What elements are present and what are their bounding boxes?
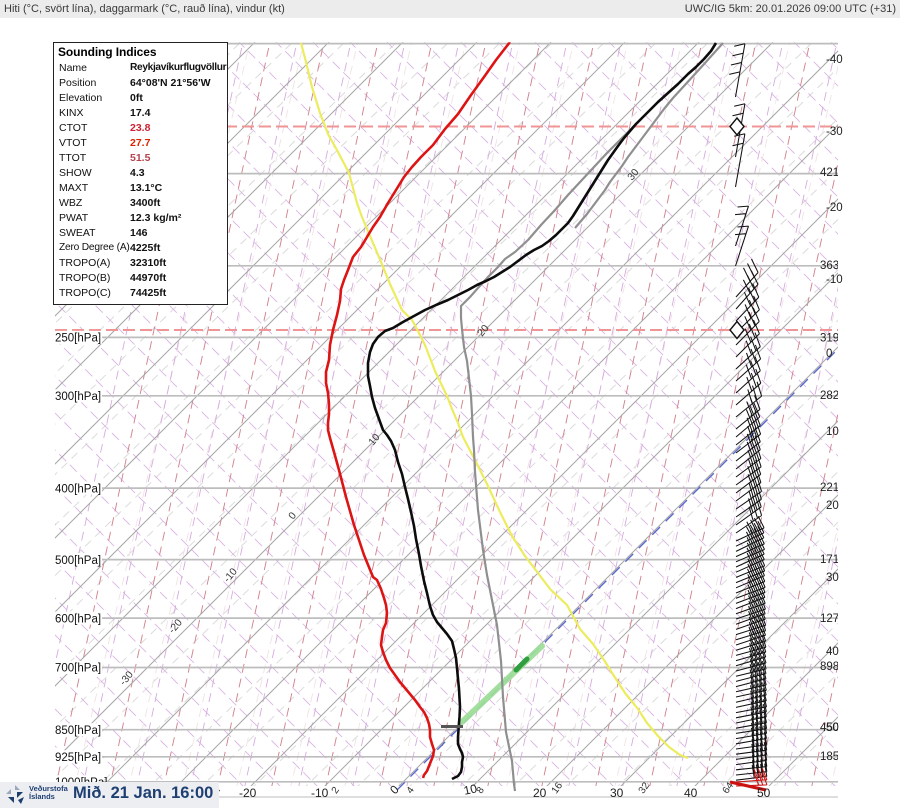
svg-text:20: 20 xyxy=(533,786,547,800)
svg-text:185: 185 xyxy=(820,751,839,763)
svg-text:2: 2 xyxy=(330,785,342,796)
svg-text:20: 20 xyxy=(826,500,839,512)
svg-text:3632: 3632 xyxy=(820,260,846,272)
svg-text:-30: -30 xyxy=(826,126,843,138)
svg-text:50: 50 xyxy=(757,786,771,800)
svg-text:300[hPa]: 300[hPa] xyxy=(55,391,101,403)
svg-text:0: 0 xyxy=(287,510,299,522)
svg-text:4: 4 xyxy=(405,785,417,796)
svg-text:4504: 4504 xyxy=(820,722,846,734)
svg-text:1277: 1277 xyxy=(820,613,846,625)
svg-text:2827: 2827 xyxy=(820,390,846,402)
svg-text:10: 10 xyxy=(826,426,839,438)
svg-text:925[hPa]: 925[hPa] xyxy=(55,752,101,764)
svg-text:30: 30 xyxy=(626,167,642,183)
svg-text:3196: 3196 xyxy=(820,333,846,345)
svg-text:10: 10 xyxy=(462,781,478,798)
svg-text:8: 8 xyxy=(475,785,487,796)
svg-text:40: 40 xyxy=(826,646,839,658)
svg-text:-10: -10 xyxy=(826,274,843,286)
svg-text:600[hPa]: 600[hPa] xyxy=(55,613,101,625)
svg-text:0: 0 xyxy=(826,348,832,360)
svg-text:-40: -40 xyxy=(826,54,843,66)
svg-text:400[hPa]: 400[hPa] xyxy=(55,483,101,495)
svg-text:1712: 1712 xyxy=(820,554,846,566)
svg-text:700[hPa]: 700[hPa] xyxy=(55,663,101,675)
svg-text:250[hPa]: 250[hPa] xyxy=(55,333,101,345)
svg-text:4216: 4216 xyxy=(820,167,846,179)
svg-text:500[hPa]: 500[hPa] xyxy=(55,555,101,567)
svg-text:30: 30 xyxy=(826,572,839,584)
svg-text:850[hPa]: 850[hPa] xyxy=(55,725,101,737)
svg-text:50: 50 xyxy=(826,722,839,734)
svg-text:-30: -30 xyxy=(118,669,136,688)
svg-text:-20: -20 xyxy=(826,202,843,214)
svg-text:30: 30 xyxy=(610,786,624,800)
svg-text:898: 898 xyxy=(820,661,839,673)
svg-text:-10: -10 xyxy=(311,786,329,800)
svg-text:-20: -20 xyxy=(239,786,257,800)
svg-text:40: 40 xyxy=(684,786,698,800)
svg-text:2215: 2215 xyxy=(820,482,846,494)
